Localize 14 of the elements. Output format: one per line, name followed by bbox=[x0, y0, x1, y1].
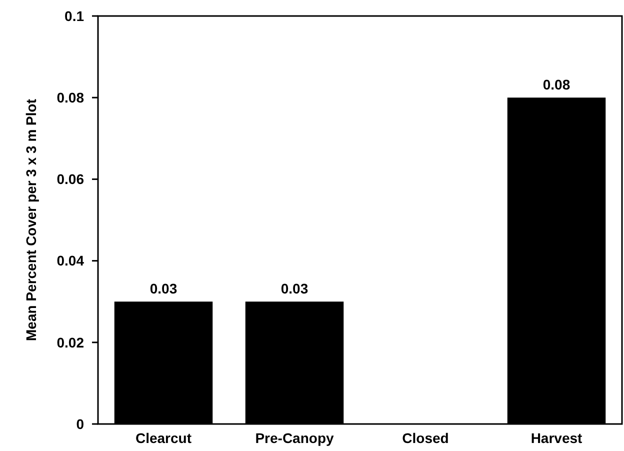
y-tick-label: 0.04 bbox=[56, 252, 84, 269]
y-tick-label: 0 bbox=[76, 416, 84, 432]
y-axis-title: Mean Percent Cover per 3 x 3 m Plot bbox=[23, 98, 39, 341]
x-tick-label: Harvest bbox=[530, 430, 583, 446]
data-label: 0.08 bbox=[542, 76, 570, 93]
x-tick-label: Clearcut bbox=[135, 430, 192, 446]
data-label: 0.03 bbox=[150, 280, 178, 297]
y-tick-label: 0.08 bbox=[56, 90, 84, 106]
x-tick-label: Pre-Canopy bbox=[255, 430, 334, 446]
y-tick-label: 0.06 bbox=[56, 171, 84, 188]
data-label: 0.03 bbox=[280, 280, 308, 297]
y-tick-label: 0.02 bbox=[56, 334, 84, 350]
x-tick-label: Closed bbox=[402, 430, 449, 446]
y-tick-label: 0.1 bbox=[64, 8, 84, 24]
